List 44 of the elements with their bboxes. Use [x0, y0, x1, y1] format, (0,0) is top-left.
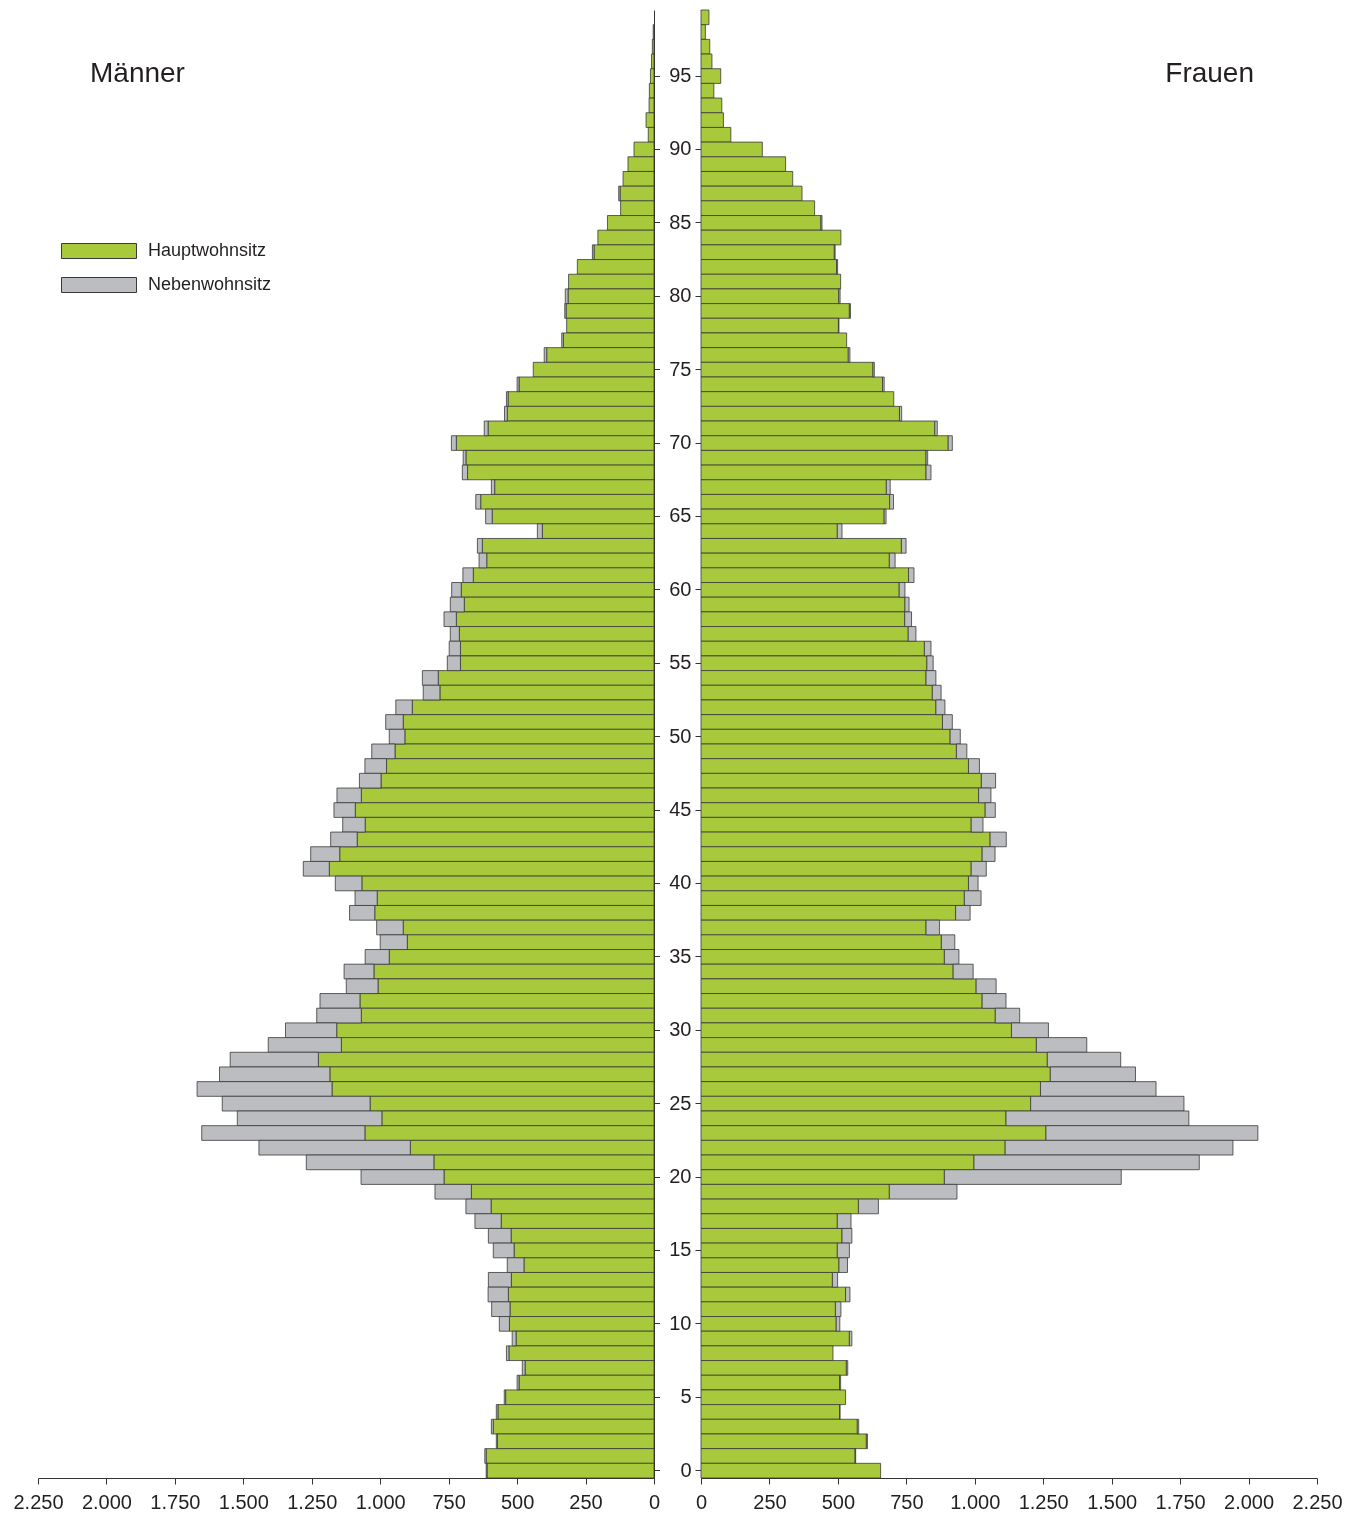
y-tick-label: 20 [669, 1165, 692, 1188]
y-tick-label: 75 [669, 357, 692, 380]
x-tick-label: 1.250 [287, 1490, 338, 1513]
y-tick-label: 10 [669, 1311, 692, 1334]
y-tick-label: 60 [669, 577, 692, 600]
y-tick-label: 5 [680, 1385, 692, 1408]
y-tick-label: 35 [669, 944, 692, 967]
y-tick-label: 90 [669, 137, 692, 160]
y-tick-label: 40 [669, 871, 692, 894]
y-tick-label: 95 [669, 64, 692, 87]
x-tick-label: 500 [500, 1490, 535, 1513]
y-tick-label: 45 [669, 798, 692, 821]
legend-label: Nebenwohnsitz [148, 274, 272, 294]
x-tick-label: 1.750 [1155, 1490, 1206, 1513]
y-tick-label: 70 [669, 431, 692, 454]
x-tick-label: 500 [821, 1490, 856, 1513]
x-tick-label: 0 [695, 1490, 708, 1513]
x-tick-label: 750 [432, 1490, 466, 1513]
y-tick-label: 55 [669, 651, 692, 674]
y-tick-label: 15 [669, 1238, 692, 1261]
legend-label: Hauptwohnsitz [148, 240, 267, 260]
y-tick-label: 80 [669, 284, 692, 307]
text: Frauen [1165, 56, 1254, 88]
y-tick-label: 65 [669, 504, 692, 527]
x-tick-label: 0 [648, 1490, 661, 1513]
y-tick-label: 30 [669, 1018, 692, 1041]
x-tick-label: 2.000 [81, 1490, 132, 1513]
x-tick-label: 1.250 [1018, 1490, 1069, 1513]
x-tick-label: 750 [890, 1490, 924, 1513]
x-tick-label: 1.750 [150, 1490, 201, 1513]
y-tick-label: 50 [669, 724, 692, 747]
y-tick-label: 0 [680, 1458, 692, 1481]
x-tick-label: 2.250 [1292, 1490, 1343, 1513]
x-tick-label: 250 [753, 1490, 787, 1513]
x-tick-label: 1.000 [355, 1490, 406, 1513]
x-tick-label: 250 [569, 1490, 603, 1513]
y-tick-label: 85 [669, 210, 692, 233]
x-tick-label: 1.500 [218, 1490, 269, 1513]
x-tick-label: 2.250 [13, 1490, 64, 1513]
x-tick-label: 1.000 [950, 1490, 1001, 1513]
text: Männer [90, 57, 185, 88]
y-tick-label: 25 [669, 1091, 692, 1114]
x-tick-label: 2.000 [1224, 1490, 1275, 1513]
x-tick-label: 1.500 [1087, 1490, 1138, 1513]
